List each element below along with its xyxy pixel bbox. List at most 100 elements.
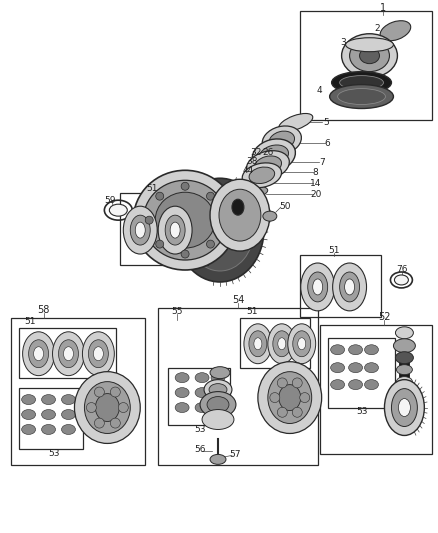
Ellipse shape xyxy=(202,409,234,430)
Ellipse shape xyxy=(258,362,321,433)
Ellipse shape xyxy=(339,272,360,302)
Ellipse shape xyxy=(195,387,209,398)
Ellipse shape xyxy=(396,352,413,364)
Ellipse shape xyxy=(364,345,378,355)
Ellipse shape xyxy=(176,178,264,282)
Text: 38: 38 xyxy=(246,157,258,166)
Ellipse shape xyxy=(209,384,227,395)
Ellipse shape xyxy=(210,455,226,464)
Ellipse shape xyxy=(338,88,385,104)
Circle shape xyxy=(277,378,287,388)
Ellipse shape xyxy=(349,379,363,390)
Ellipse shape xyxy=(342,34,397,78)
Polygon shape xyxy=(399,358,410,387)
Ellipse shape xyxy=(313,279,323,295)
Ellipse shape xyxy=(130,215,150,245)
Circle shape xyxy=(181,182,189,190)
Text: 53: 53 xyxy=(49,449,60,458)
Text: 52: 52 xyxy=(378,312,391,322)
Bar xyxy=(328,338,396,408)
Ellipse shape xyxy=(61,409,75,419)
Circle shape xyxy=(181,250,189,258)
Text: 51: 51 xyxy=(146,184,158,193)
Ellipse shape xyxy=(211,402,225,413)
Circle shape xyxy=(95,418,104,428)
Ellipse shape xyxy=(219,189,261,241)
Ellipse shape xyxy=(143,180,227,260)
Ellipse shape xyxy=(95,393,119,422)
Polygon shape xyxy=(238,200,270,222)
Ellipse shape xyxy=(170,222,180,238)
Ellipse shape xyxy=(175,373,189,383)
Ellipse shape xyxy=(254,156,282,175)
Text: 3: 3 xyxy=(341,38,346,47)
Ellipse shape xyxy=(165,215,185,245)
Ellipse shape xyxy=(249,167,275,183)
Text: 6: 6 xyxy=(325,139,331,148)
Ellipse shape xyxy=(53,332,85,376)
Circle shape xyxy=(270,393,280,402)
Ellipse shape xyxy=(268,372,312,424)
Ellipse shape xyxy=(393,339,415,353)
Circle shape xyxy=(86,402,96,413)
Ellipse shape xyxy=(399,399,410,416)
Bar xyxy=(300,255,381,317)
Text: 50: 50 xyxy=(279,201,290,211)
Ellipse shape xyxy=(308,272,328,302)
Circle shape xyxy=(206,192,215,200)
Ellipse shape xyxy=(279,385,301,410)
Circle shape xyxy=(156,240,164,248)
Text: 26: 26 xyxy=(262,148,274,157)
Ellipse shape xyxy=(349,362,363,373)
Ellipse shape xyxy=(242,176,274,189)
Ellipse shape xyxy=(332,263,367,311)
Ellipse shape xyxy=(252,139,295,172)
Ellipse shape xyxy=(110,204,127,216)
Ellipse shape xyxy=(246,151,290,180)
Text: 44: 44 xyxy=(242,166,254,175)
Ellipse shape xyxy=(262,126,301,155)
Ellipse shape xyxy=(263,211,277,221)
Ellipse shape xyxy=(273,331,291,357)
Ellipse shape xyxy=(186,189,254,271)
Ellipse shape xyxy=(288,324,316,364)
Ellipse shape xyxy=(244,324,272,364)
Ellipse shape xyxy=(385,379,424,435)
Ellipse shape xyxy=(331,362,345,373)
Ellipse shape xyxy=(330,85,393,109)
Ellipse shape xyxy=(59,340,78,368)
Bar xyxy=(320,325,432,455)
Ellipse shape xyxy=(195,402,209,413)
Ellipse shape xyxy=(396,365,413,375)
Ellipse shape xyxy=(392,389,417,426)
Ellipse shape xyxy=(349,345,363,355)
Text: 54: 54 xyxy=(232,295,244,305)
Ellipse shape xyxy=(279,114,313,132)
Ellipse shape xyxy=(64,347,74,361)
Circle shape xyxy=(292,378,302,388)
Ellipse shape xyxy=(332,71,392,94)
Bar xyxy=(240,318,310,368)
Text: 59: 59 xyxy=(105,196,116,205)
Ellipse shape xyxy=(232,199,244,215)
Ellipse shape xyxy=(158,206,192,254)
Ellipse shape xyxy=(124,206,157,254)
Bar xyxy=(120,193,208,265)
Ellipse shape xyxy=(34,347,43,361)
Ellipse shape xyxy=(210,179,270,251)
Ellipse shape xyxy=(364,362,378,373)
Bar xyxy=(168,368,230,425)
Text: 32: 32 xyxy=(250,148,261,157)
Ellipse shape xyxy=(74,372,140,443)
Text: 58: 58 xyxy=(37,305,50,315)
Ellipse shape xyxy=(339,76,384,90)
Ellipse shape xyxy=(395,275,408,285)
Ellipse shape xyxy=(61,394,75,405)
Ellipse shape xyxy=(268,324,296,364)
Ellipse shape xyxy=(175,387,189,398)
Ellipse shape xyxy=(42,394,56,405)
Ellipse shape xyxy=(247,165,280,180)
Ellipse shape xyxy=(360,47,379,63)
Ellipse shape xyxy=(93,347,103,361)
Ellipse shape xyxy=(195,373,209,383)
